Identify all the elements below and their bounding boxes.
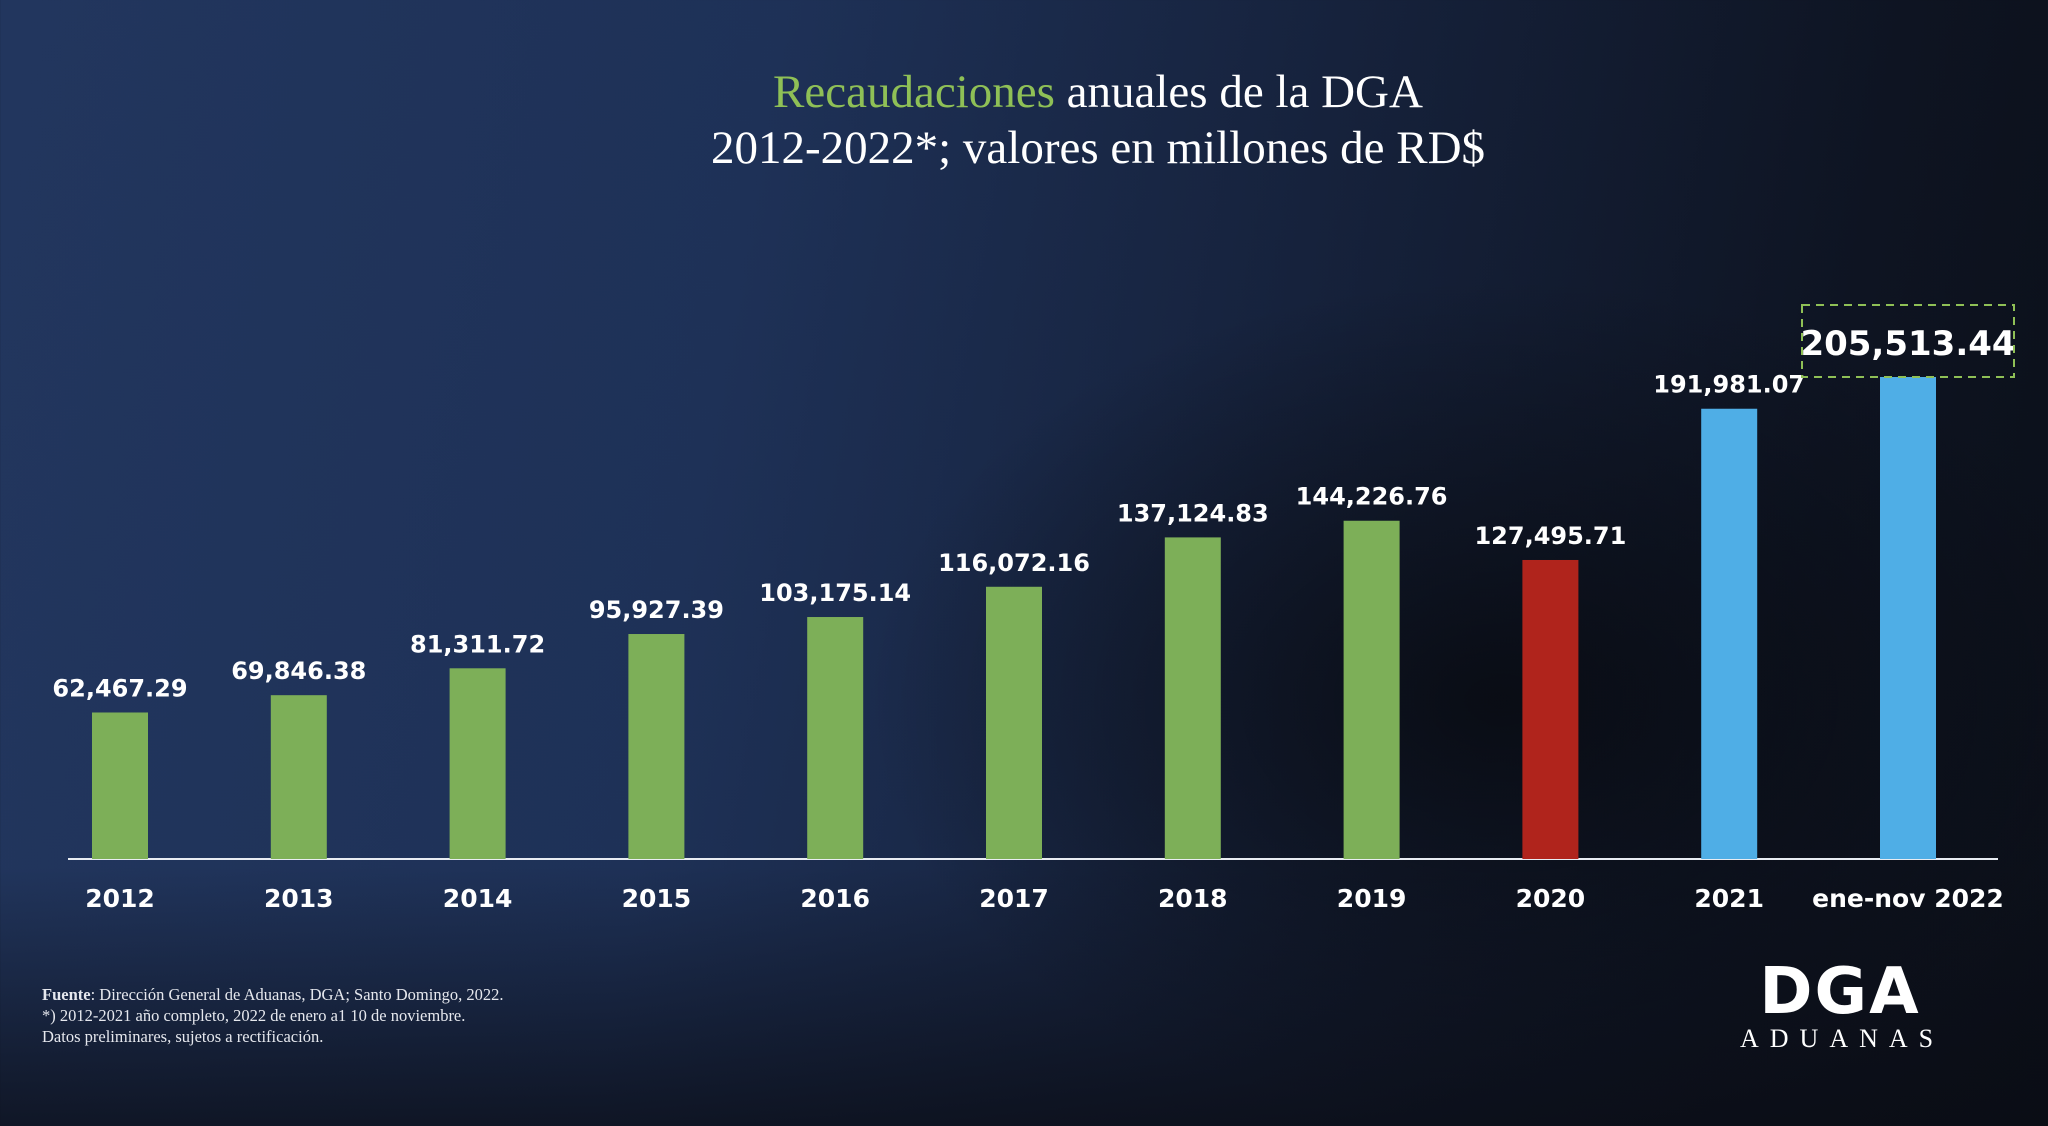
x-tick-label: 2019 xyxy=(1337,884,1407,913)
title-line-1-rest: anuales de la DGA xyxy=(1054,66,1423,118)
x-tick-label: 2013 xyxy=(264,884,334,913)
x-tick-label: 2016 xyxy=(800,884,870,913)
bar xyxy=(628,634,685,859)
bar xyxy=(807,617,864,859)
dga-logo: DGA ADUANAS xyxy=(1740,955,1945,1054)
bar xyxy=(1701,408,1758,859)
x-tick-label: 2020 xyxy=(1516,884,1586,913)
x-tick-label: ene-nov 2022 xyxy=(1812,884,2004,913)
bar xyxy=(449,668,506,859)
chart-title: Recaudaciones anuales de la DGA 2012-202… xyxy=(0,64,2048,176)
source-label: Fuente xyxy=(42,985,91,1004)
logo-mark: DGA xyxy=(1759,955,1921,1029)
value-label: 191,981.07 xyxy=(1653,371,1805,399)
value-label: 103,175.14 xyxy=(759,579,911,607)
bar xyxy=(1522,559,1579,859)
value-label: 81,311.72 xyxy=(410,630,545,658)
x-tick-label: 2017 xyxy=(979,884,1049,913)
bar xyxy=(986,586,1042,859)
value-label: 127,495.71 xyxy=(1474,522,1626,550)
value-label: 95,927.39 xyxy=(589,596,724,624)
footnote: Fuente: Dirección General de Aduanas, DG… xyxy=(42,984,503,1047)
bar xyxy=(1880,377,1936,859)
note-2: Datos preliminares, sujetos a rectificac… xyxy=(42,1027,324,1046)
logo-subtitle: ADUANAS xyxy=(1740,1024,1945,1053)
title-line-1: Recaudaciones anuales de la DGA xyxy=(0,64,2048,120)
x-tick-label: 2018 xyxy=(1158,884,1228,913)
note-1: *) 2012-2021 año completo, 2022 de enero… xyxy=(42,1006,466,1025)
value-label: 144,226.76 xyxy=(1296,483,1448,511)
value-label: 69,846.38 xyxy=(231,657,366,685)
value-label: 116,072.16 xyxy=(938,549,1090,577)
value-label: 137,124.83 xyxy=(1117,499,1269,527)
bar xyxy=(1164,537,1221,859)
source-text: : Dirección General de Aduanas, DGA; San… xyxy=(90,985,504,1004)
x-tick-label: 2015 xyxy=(622,884,692,913)
bar xyxy=(92,712,148,859)
value-label: 62,467.29 xyxy=(52,674,187,702)
bar xyxy=(1343,520,1400,859)
bar xyxy=(270,695,327,859)
x-tick-label: 2021 xyxy=(1694,884,1764,913)
value-label: 205,513.44 xyxy=(1800,324,2015,364)
title-line-2: 2012-2022*; valores en millones de RD$ xyxy=(710,122,1486,174)
background-shade xyxy=(0,866,2048,1126)
highlight-box xyxy=(1801,304,2015,378)
title-highlight: Recaudaciones xyxy=(773,66,1055,118)
x-tick-label: 2012 xyxy=(85,884,155,913)
x-tick-label: 2014 xyxy=(443,884,513,913)
